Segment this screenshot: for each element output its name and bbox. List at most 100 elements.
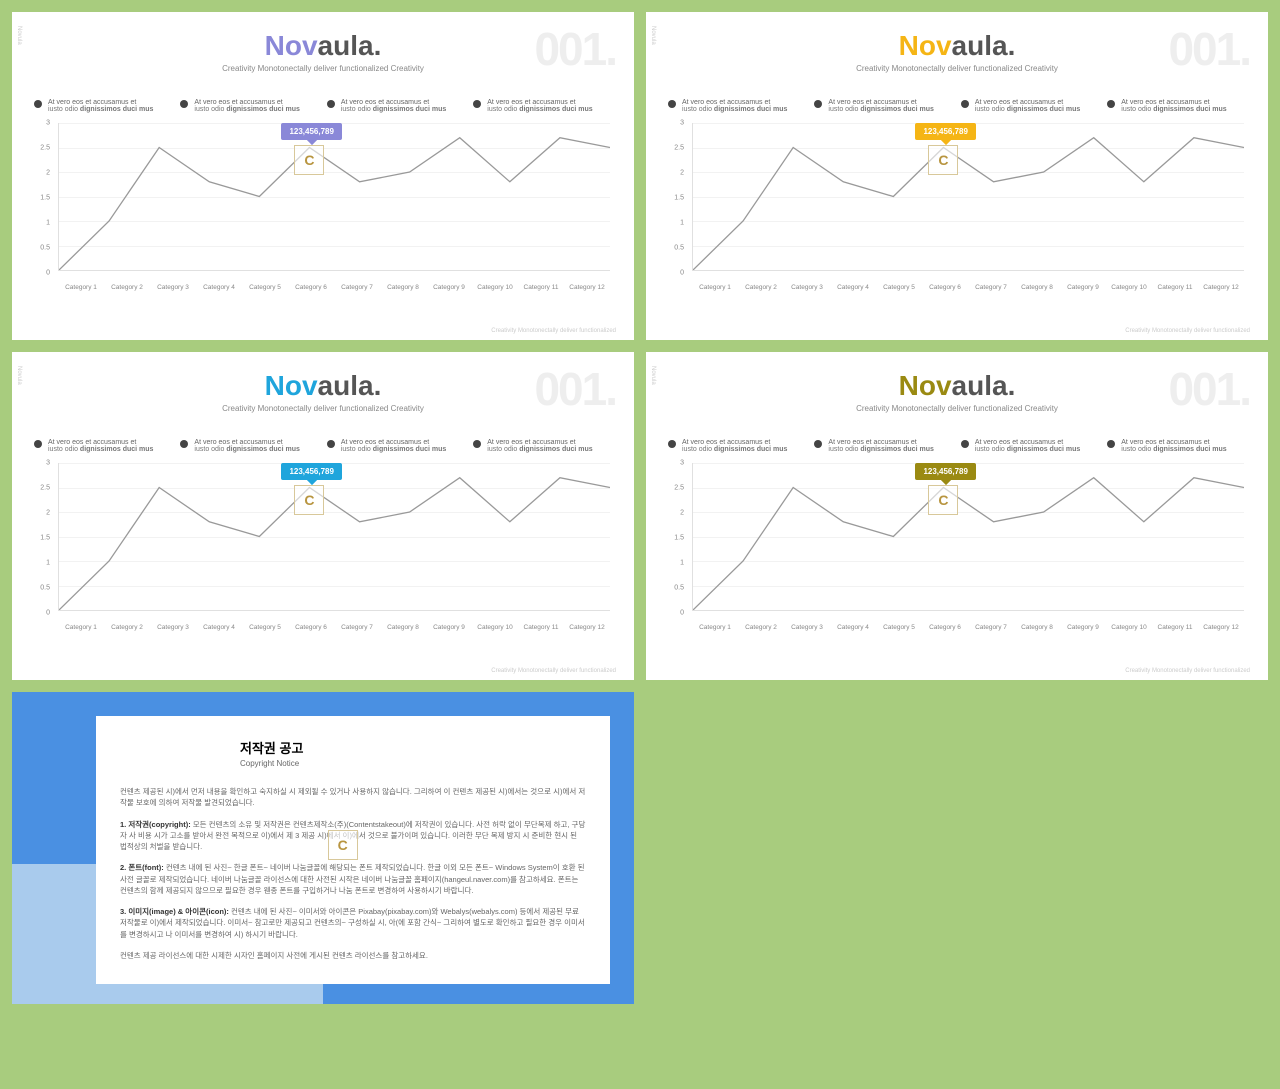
x-tick-label: Category 2 [104, 284, 150, 291]
bullet-row: At vero eos et accusamus etiusto odio di… [664, 99, 1250, 113]
y-tick-label: 3 [680, 120, 684, 127]
vertical-label: Novula [650, 26, 656, 45]
x-tick-label: Category 9 [1060, 284, 1106, 291]
x-tick-label: Category 10 [472, 624, 518, 631]
x-tick-label: Category 3 [150, 624, 196, 631]
copyright-subtitle: Copyright Notice [240, 759, 586, 768]
y-tick-label: 1.5 [40, 535, 50, 542]
x-tick-label: Category 11 [518, 284, 564, 291]
x-tick-label: Category 3 [784, 284, 830, 291]
footer-note: Creativity Monotonectally deliver functi… [1125, 668, 1250, 674]
bullet-dot-icon [668, 440, 676, 448]
line-chart: 00.511.522.53123,456,789CCategory 1Categ… [664, 463, 1250, 631]
bullet-item: At vero eos et accusamus etiusto odio di… [180, 439, 319, 453]
line-chart: 00.511.522.53123,456,789CCategory 1Categ… [30, 123, 616, 291]
x-tick-label: Category 7 [968, 624, 1014, 631]
bullet-dot-icon [473, 100, 481, 108]
x-tick-label: Category 2 [104, 624, 150, 631]
x-tick-label: Category 1 [58, 284, 104, 291]
chart-slide-1: Novula 001. Novaula. Creativity Monotone… [12, 12, 634, 340]
vertical-label: Novula [16, 26, 22, 45]
vertical-label: Novula [650, 366, 656, 385]
x-tick-label: Category 5 [876, 284, 922, 291]
copyright-title: 저작권 공고 [240, 738, 586, 757]
chart-slide-2: Novula 001. Novaula. Creativity Monotone… [646, 12, 1268, 340]
y-tick-label: 1.5 [674, 195, 684, 202]
bullet-dot-icon [34, 440, 42, 448]
bullet-item: At vero eos et accusamus etiusto odio di… [668, 99, 807, 113]
y-tick-label: 0 [680, 270, 684, 277]
chart-slide-3: Novula 001. Novaula. Creativity Monotone… [12, 352, 634, 680]
line-chart: 00.511.522.53123,456,789CCategory 1Categ… [30, 463, 616, 631]
x-tick-label: Category 9 [1060, 624, 1106, 631]
y-tick-label: 1.5 [674, 535, 684, 542]
y-tick-label: 2.5 [674, 145, 684, 152]
y-tick-label: 3 [680, 460, 684, 467]
x-tick-label: Category 4 [196, 624, 242, 631]
copyright-p5: 컨텐츠 제공 라이선스에 대한 시제한 시자인 홈페이지 사전에 게시된 컨텐츠… [120, 950, 586, 961]
y-tick-label: 2 [680, 170, 684, 177]
bullet-dot-icon [327, 440, 335, 448]
bullet-item: At vero eos et accusamus etiusto odio di… [814, 439, 953, 453]
y-tick-label: 2 [46, 510, 50, 517]
bullet-item: At vero eos et accusamus etiusto odio di… [473, 439, 612, 453]
copyright-card: 저작권 공고 Copyright Notice 컨텐츠 제공된 시)에서 먼저 … [96, 716, 610, 984]
bullet-item: At vero eos et accusamus etiusto odio di… [34, 439, 173, 453]
chart-callout: 123,456,789 [915, 463, 976, 480]
x-tick-label: Category 9 [426, 624, 472, 631]
x-tick-label: Category 10 [1106, 284, 1152, 291]
bullet-dot-icon [473, 440, 481, 448]
x-tick-label: Category 12 [1198, 284, 1244, 291]
tagline: Creativity Monotonectally deliver functi… [30, 404, 616, 413]
x-tick-label: Category 10 [472, 284, 518, 291]
bullet-dot-icon [961, 440, 969, 448]
y-tick-label: 1.5 [40, 195, 50, 202]
tagline: Creativity Monotonectally deliver functi… [664, 64, 1250, 73]
x-tick-label: Category 3 [784, 624, 830, 631]
bullet-item: At vero eos et accusamus etiusto odio di… [668, 439, 807, 453]
bullet-dot-icon [1107, 440, 1115, 448]
y-tick-label: 2.5 [40, 145, 50, 152]
bullet-item: At vero eos et accusamus etiusto odio di… [1107, 439, 1246, 453]
x-tick-label: Category 7 [334, 624, 380, 631]
bullet-dot-icon [180, 440, 188, 448]
y-tick-label: 0.5 [40, 585, 50, 592]
bullet-dot-icon [814, 100, 822, 108]
x-tick-label: Category 6 [922, 284, 968, 291]
bullet-item: At vero eos et accusamus etiusto odio di… [327, 439, 466, 453]
slide-grid: Novula 001. Novaula. Creativity Monotone… [12, 12, 1268, 1004]
y-tick-label: 2.5 [40, 485, 50, 492]
bullet-row: At vero eos et accusamus etiusto odio di… [30, 439, 616, 453]
y-tick-label: 2.5 [674, 485, 684, 492]
brand-prefix: Nov [899, 370, 952, 401]
x-tick-label: Category 2 [738, 624, 784, 631]
chart-callout: 123,456,789 [281, 463, 342, 480]
copyright-slide: 저작권 공고 Copyright Notice 컨텐츠 제공된 시)에서 먼저 … [12, 692, 634, 1004]
chart-slide-4: Novula 001. Novaula. Creativity Monotone… [646, 352, 1268, 680]
copyright-p4: 3. 이미지(image) & 아이콘(icon): 컨텐츠 내에 된 사진~ … [120, 906, 586, 940]
footer-note: Creativity Monotonectally deliver functi… [491, 668, 616, 674]
x-tick-label: Category 8 [1014, 284, 1060, 291]
x-tick-label: Category 10 [1106, 624, 1152, 631]
watermark-stamp-icon: C [294, 145, 324, 175]
y-tick-label: 1 [680, 560, 684, 567]
bullet-item: At vero eos et accusamus etiusto odio di… [961, 439, 1100, 453]
x-tick-label: Category 11 [518, 624, 564, 631]
slide-number: 001. [534, 22, 616, 76]
bullet-row: At vero eos et accusamus etiusto odio di… [30, 99, 616, 113]
bullet-dot-icon [961, 100, 969, 108]
line-chart: 00.511.522.53123,456,789CCategory 1Categ… [664, 123, 1250, 291]
copyright-p3: 2. 폰트(font): 컨텐츠 내에 된 사진~ 한글 폰트~ 네이버 나눔글… [120, 862, 586, 896]
bullet-item: At vero eos et accusamus etiusto odio di… [961, 99, 1100, 113]
x-tick-label: Category 11 [1152, 624, 1198, 631]
footer-note: Creativity Monotonectally deliver functi… [491, 328, 616, 334]
bullet-item: At vero eos et accusamus etiusto odio di… [327, 99, 466, 113]
y-tick-label: 1 [46, 220, 50, 227]
x-tick-label: Category 12 [564, 284, 610, 291]
watermark-stamp-icon: C [928, 145, 958, 175]
copyright-p1: 컨텐츠 제공된 시)에서 먼저 내용을 확인하고 숙지하실 시 제외될 수 있거… [120, 786, 586, 809]
x-tick-label: Category 8 [1014, 624, 1060, 631]
copyright-body: 컨텐츠 제공된 시)에서 먼저 내용을 확인하고 숙지하실 시 제외될 수 있거… [120, 786, 586, 961]
slide-number: 001. [534, 362, 616, 416]
tagline: Creativity Monotonectally deliver functi… [664, 404, 1250, 413]
